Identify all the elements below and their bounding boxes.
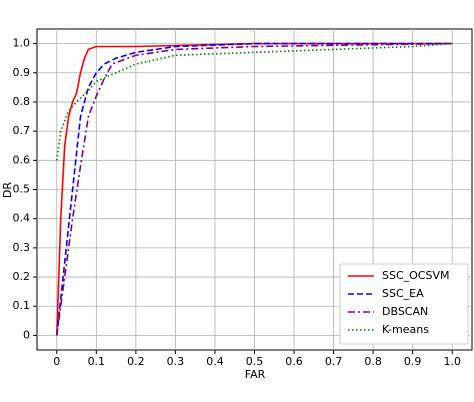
x-tick-label: 0.9 [404,355,422,368]
y-tick-label: 0.8 [13,95,31,108]
y-tick-label: 0.3 [13,241,31,254]
x-tick-label: 1.0 [443,355,461,368]
series-line [55,42,453,336]
y-tick-label: 0.5 [13,183,31,196]
series-line [55,42,453,336]
x-tick-label: 0.5 [246,355,264,368]
x-tick-label: 0.7 [325,355,343,368]
x-tick-label: 0.6 [285,355,303,368]
x-tick-label: 0.8 [364,355,382,368]
x-tick-label: 0.1 [88,355,106,368]
legend-box [339,263,469,345]
x-tick-label: 0 [53,355,60,368]
series-line [55,42,453,161]
x-tick-label: 0.4 [206,355,224,368]
y-tick-label: 0.7 [13,124,31,137]
y-tick-label: 0.9 [13,66,31,79]
series-line [55,42,453,336]
y-tick-label: 0 [23,328,30,341]
y-tick-label: 0.6 [13,153,31,166]
y-tick-label: 1.0 [13,37,31,50]
legend-label: K-means [382,323,429,336]
x-tick-label: 0.2 [127,355,145,368]
legend-label: SSC_EA [382,287,424,300]
legend-label: DBSCAN [382,305,428,318]
y-tick-label: 0.4 [13,212,31,225]
x-axis-label: FAR [245,368,266,381]
y-axis-label: DR [1,182,14,198]
legend-label: SSC_OCSVM [382,269,449,282]
x-tick-label: 0.3 [167,355,185,368]
y-tick-label: 0.1 [13,299,31,312]
y-tick-label: 0.2 [13,270,31,283]
